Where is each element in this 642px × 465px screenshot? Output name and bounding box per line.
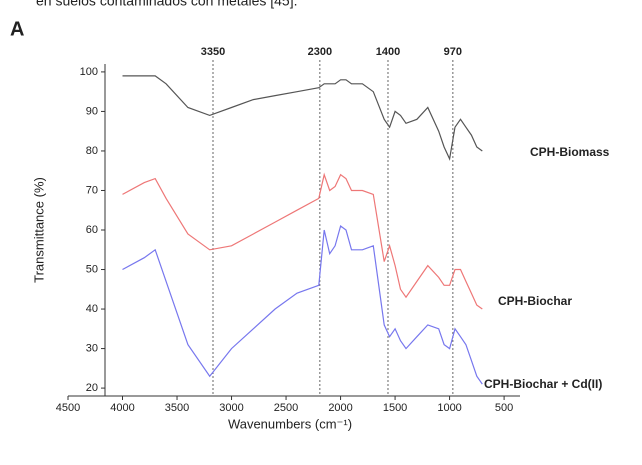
series-line — [122, 75, 483, 161]
x-tick-label: 500 — [495, 402, 513, 414]
y-tick-label: 20 — [86, 382, 98, 394]
caption-above: en suelos contaminados con metales [45]. — [36, 0, 298, 9]
x-tick-label: 2000 — [328, 402, 352, 414]
y-tick-label: 30 — [86, 342, 98, 354]
series-label: CPH-Biochar + Cd(II) — [484, 377, 602, 391]
annotation-label: 1400 — [376, 46, 400, 58]
x-tick-label: 4500 — [56, 402, 80, 414]
x-axis-title: Wavenumbers (cm⁻¹) — [228, 416, 352, 431]
y-tick-label: 90 — [86, 105, 98, 117]
y-tick-label: 40 — [86, 303, 98, 315]
series-line — [122, 224, 483, 385]
x-tick-label: 1000 — [437, 402, 461, 414]
y-tick-label: 100 — [80, 66, 98, 78]
panel-label: A — [10, 18, 24, 40]
y-tick-label: 70 — [86, 184, 98, 196]
x-tick-label: 3500 — [165, 402, 189, 414]
annotation-label: 2300 — [308, 46, 332, 58]
x-tick-label: 4000 — [110, 402, 134, 414]
annotation-label: 970 — [444, 46, 462, 58]
y-tick-label: 60 — [86, 224, 98, 236]
x-tick-label: 1500 — [383, 402, 407, 414]
y-axis-title: Transmittance (%) — [31, 177, 46, 283]
series-label: CPH-Biochar — [498, 294, 572, 308]
series-line — [122, 172, 483, 310]
y-tick-label: 50 — [86, 263, 98, 275]
x-tick-label: 2500 — [274, 402, 298, 414]
x-tick-label: 3000 — [219, 402, 243, 414]
y-tick-label: 80 — [86, 145, 98, 157]
annotation-label: 3350 — [201, 46, 225, 58]
series-label: CPH-Biomass — [530, 145, 610, 159]
